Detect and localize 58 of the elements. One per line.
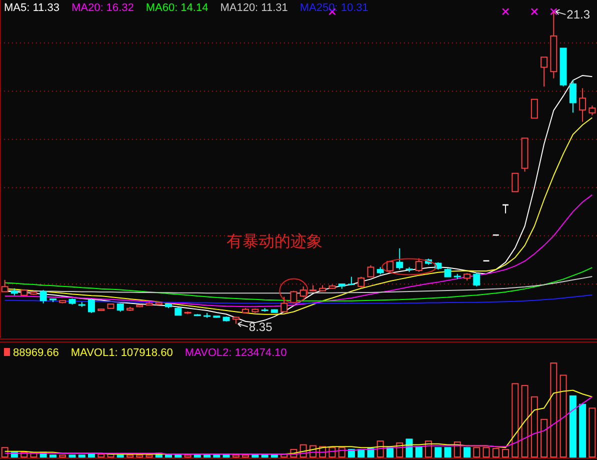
bar bbox=[300, 444, 307, 458]
bar bbox=[319, 446, 326, 458]
bar bbox=[492, 448, 500, 458]
candlestick bbox=[579, 88, 586, 122]
bar bbox=[88, 454, 95, 458]
text: MAVOL2: 123474.10 bbox=[184, 347, 287, 359]
text: MAVOL1: 107918.60 bbox=[70, 347, 173, 359]
bar bbox=[473, 447, 480, 458]
bar bbox=[1, 447, 8, 458]
bar bbox=[530, 396, 538, 458]
bar bbox=[521, 385, 528, 458]
bar bbox=[512, 383, 519, 458]
bar bbox=[309, 445, 316, 458]
candlestick bbox=[530, 98, 538, 119]
annotation: 8.35 bbox=[248, 320, 273, 334]
candlestick bbox=[512, 172, 519, 192]
bar bbox=[290, 448, 298, 458]
bar bbox=[464, 447, 470, 458]
bar bbox=[20, 452, 28, 458]
bar bbox=[328, 447, 336, 458]
bar bbox=[386, 447, 394, 458]
bar bbox=[444, 447, 452, 458]
bar bbox=[107, 454, 114, 458]
bar bbox=[502, 448, 510, 458]
bar bbox=[184, 454, 192, 458]
bar bbox=[569, 395, 576, 458]
bar bbox=[396, 442, 404, 458]
legend-label: 88969.66 bbox=[13, 347, 59, 359]
bar bbox=[146, 454, 153, 458]
annotation: 有暴动的迹象 bbox=[226, 232, 322, 251]
bar bbox=[434, 447, 442, 458]
text: MA250: 10.31 bbox=[300, 2, 368, 14]
text: MA120: 11.31 bbox=[220, 2, 288, 14]
bar bbox=[126, 454, 134, 458]
bar bbox=[454, 441, 461, 458]
bar bbox=[579, 404, 586, 458]
bar bbox=[376, 440, 384, 458]
text: MA20: 16.32 bbox=[71, 2, 134, 14]
bar bbox=[232, 454, 240, 458]
annotation: 21.3 bbox=[566, 8, 590, 22]
bar bbox=[415, 446, 422, 458]
bar bbox=[550, 362, 558, 458]
text: MA5: 11.33 bbox=[4, 2, 60, 14]
candlestick bbox=[569, 80, 576, 114]
bar bbox=[588, 408, 596, 458]
bar bbox=[59, 454, 66, 458]
bar bbox=[560, 374, 567, 458]
bar bbox=[242, 454, 250, 458]
candlestick bbox=[540, 56, 548, 88]
bar bbox=[30, 452, 38, 458]
bar bbox=[136, 454, 144, 458]
bar bbox=[338, 447, 346, 458]
bar bbox=[482, 447, 490, 458]
bar bbox=[98, 454, 105, 458]
bar bbox=[540, 418, 548, 458]
bar bbox=[425, 440, 432, 458]
bar bbox=[358, 448, 365, 458]
text: MA60: 14.14 bbox=[146, 2, 208, 14]
